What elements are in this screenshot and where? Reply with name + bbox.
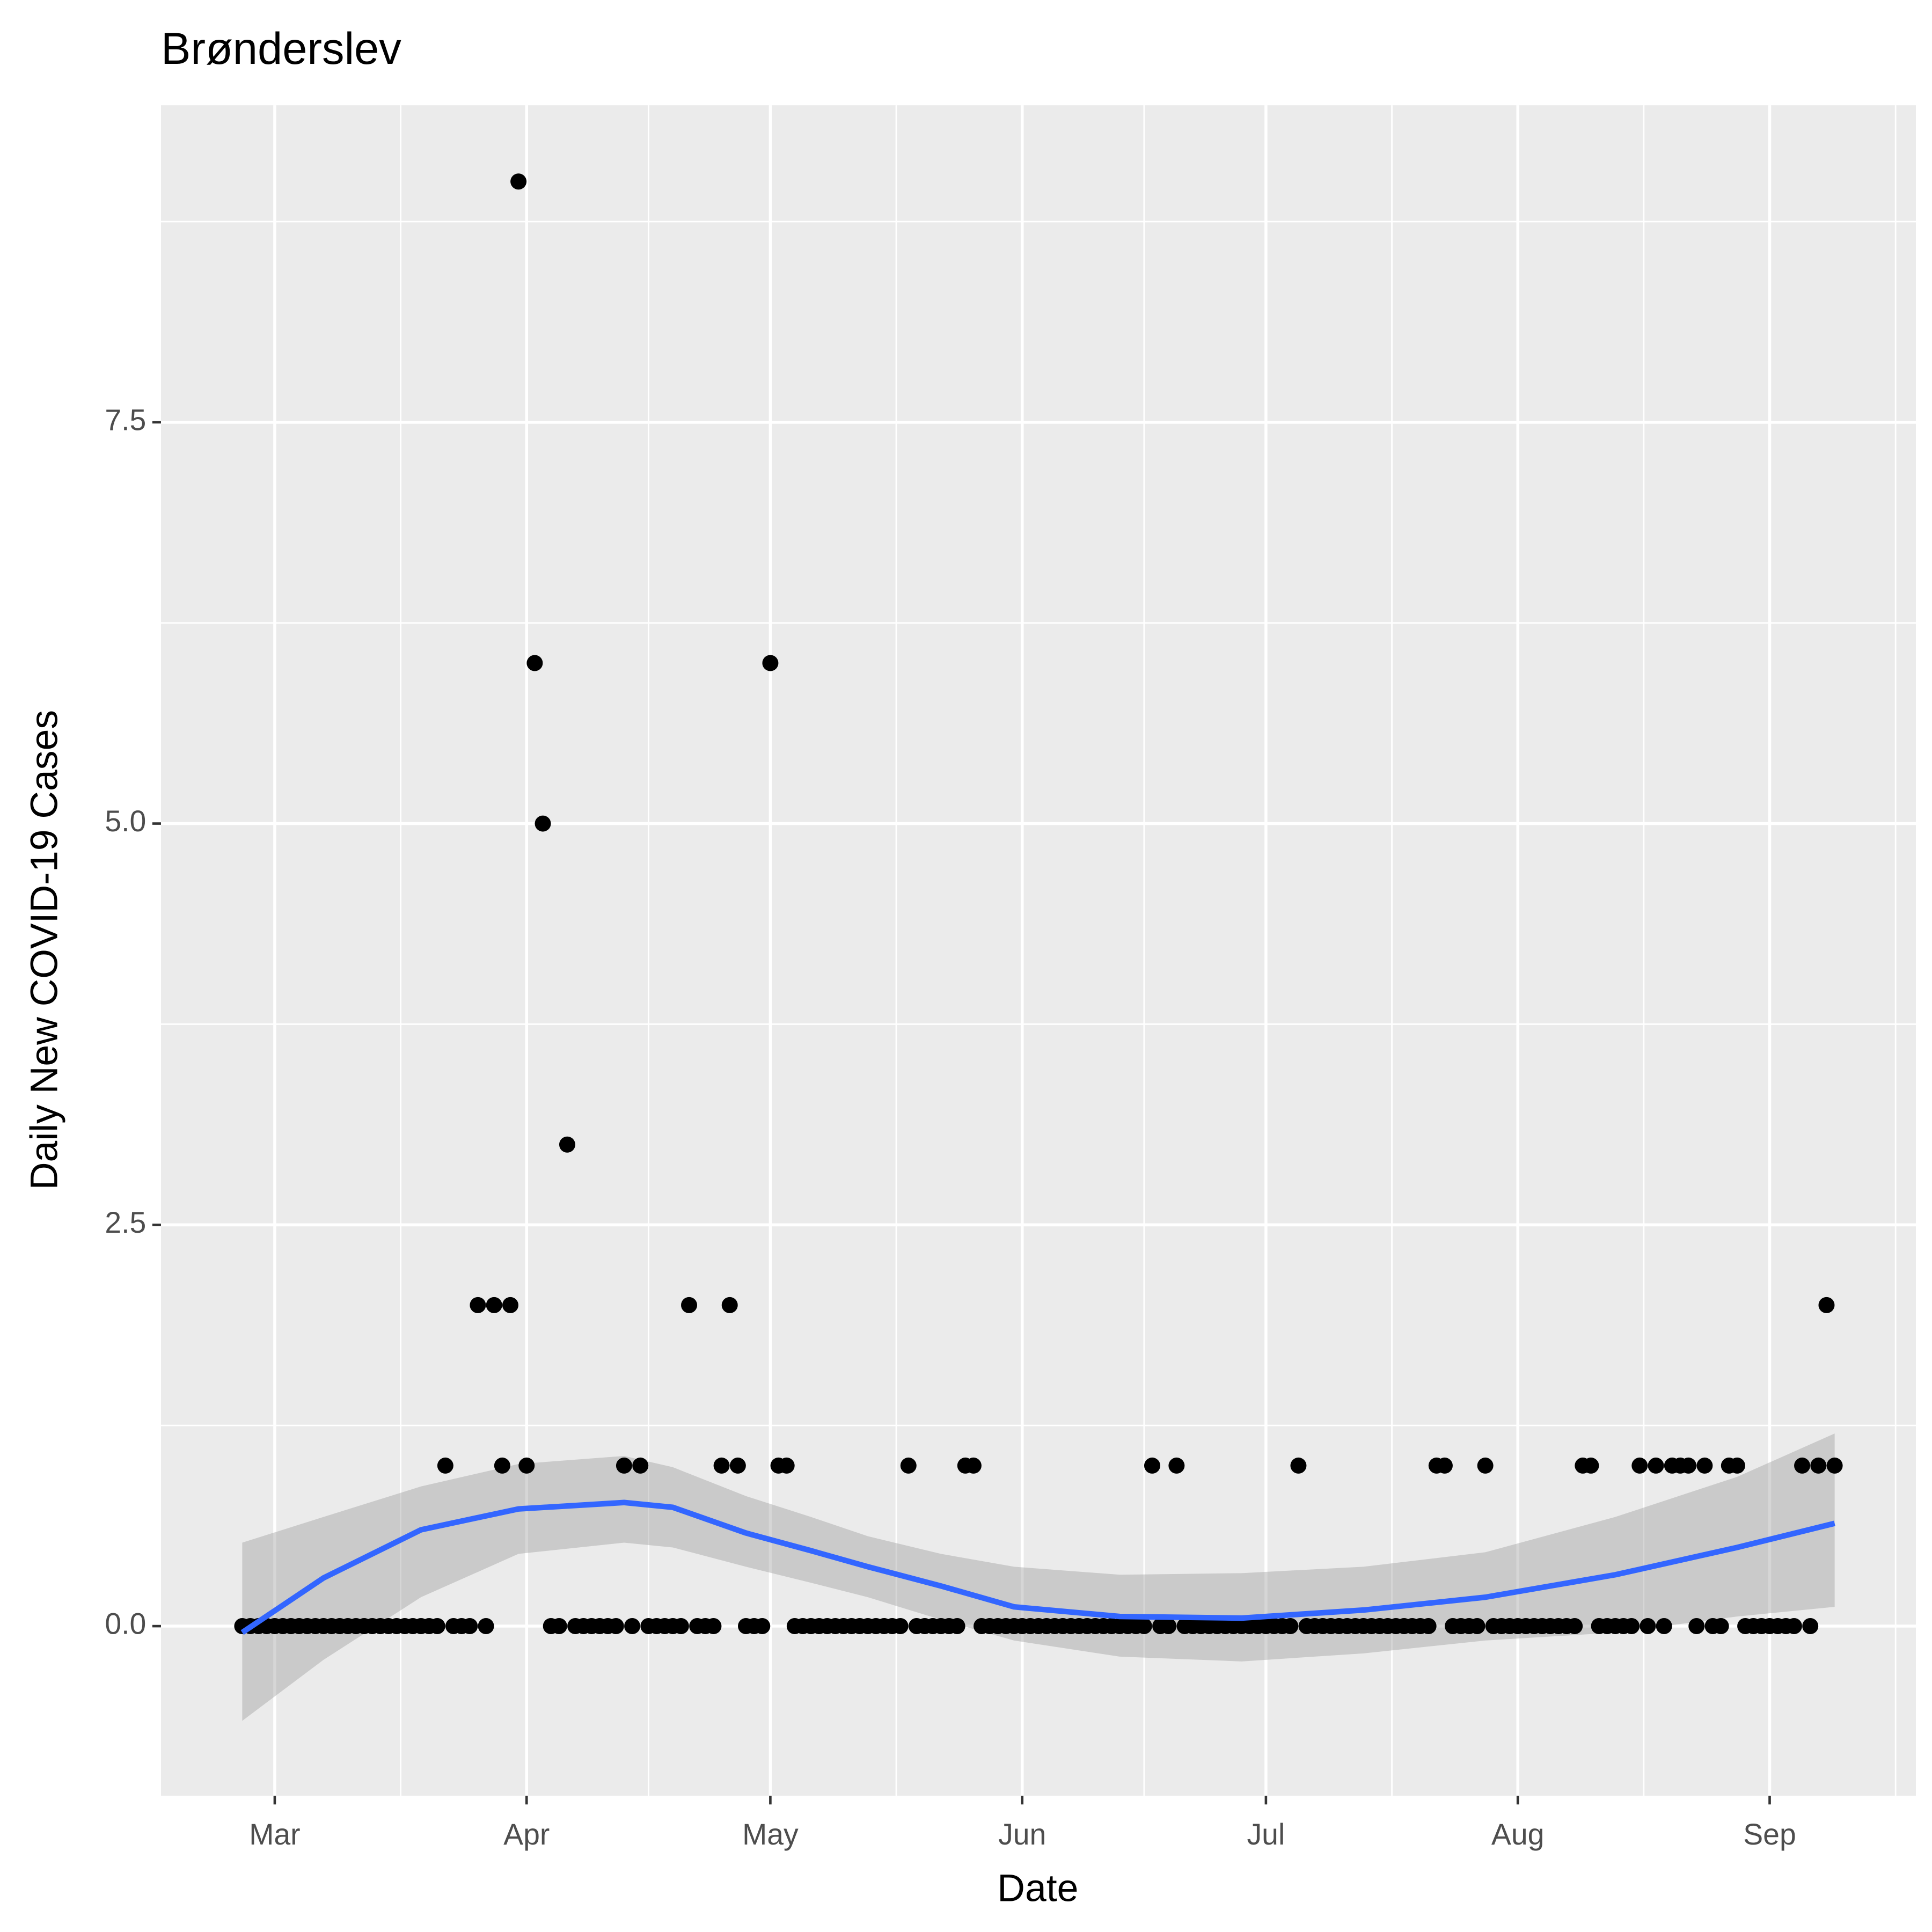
point xyxy=(1469,1618,1485,1635)
point xyxy=(1696,1457,1713,1474)
point xyxy=(510,173,527,190)
point xyxy=(1290,1457,1307,1474)
point xyxy=(900,1457,917,1474)
point xyxy=(616,1457,632,1474)
point xyxy=(559,1136,575,1153)
point xyxy=(518,1457,535,1474)
point xyxy=(478,1618,494,1635)
point xyxy=(965,1457,982,1474)
point xyxy=(762,655,779,671)
point xyxy=(729,1457,746,1474)
point xyxy=(1648,1457,1664,1474)
x-tick-label: May xyxy=(742,1818,799,1851)
point xyxy=(949,1618,965,1635)
chart-title: Brønderslev xyxy=(161,24,401,74)
point xyxy=(486,1297,502,1313)
point xyxy=(681,1297,698,1313)
point xyxy=(462,1618,478,1635)
point xyxy=(721,1297,738,1313)
y-tick-label: 0.0 xyxy=(105,1607,146,1641)
point xyxy=(1583,1457,1599,1474)
point xyxy=(713,1457,730,1474)
y-axis-label: Daily New COVID-19 Cases xyxy=(23,710,66,1190)
x-axis-label: Date xyxy=(997,1867,1078,1910)
point xyxy=(1802,1618,1819,1635)
point xyxy=(1688,1618,1705,1635)
point xyxy=(1656,1618,1672,1635)
point xyxy=(778,1457,795,1474)
point xyxy=(1826,1457,1843,1474)
point xyxy=(1623,1618,1640,1635)
point xyxy=(892,1618,909,1635)
point xyxy=(437,1457,453,1474)
point xyxy=(1420,1618,1437,1635)
point xyxy=(1785,1618,1802,1635)
point xyxy=(1136,1618,1152,1635)
point xyxy=(624,1618,641,1635)
point xyxy=(494,1457,510,1474)
panel xyxy=(161,105,1916,1796)
point xyxy=(1713,1618,1729,1635)
point xyxy=(535,815,551,832)
point xyxy=(672,1618,689,1635)
point xyxy=(1680,1457,1697,1474)
x-tick-label: Sep xyxy=(1743,1818,1796,1851)
x-tick-label: Mar xyxy=(249,1818,300,1851)
x-tick-label: Jul xyxy=(1247,1818,1285,1851)
grid: 0.0 2.5 5.0 7.5 Mar Apr May Jun Jul Aug Sep xyxy=(105,105,1916,1851)
point xyxy=(1144,1457,1160,1474)
point xyxy=(551,1618,567,1635)
point xyxy=(1160,1618,1177,1635)
smooth-line xyxy=(240,1499,1835,1635)
point xyxy=(608,1618,624,1635)
point xyxy=(1477,1457,1494,1474)
y-tick-label: 2.5 xyxy=(105,1206,146,1239)
point xyxy=(1640,1618,1656,1635)
y-tick-label: 5.0 xyxy=(105,804,146,838)
point xyxy=(1729,1457,1745,1474)
marks xyxy=(234,173,1843,1721)
point xyxy=(1818,1297,1835,1313)
point xyxy=(705,1618,722,1635)
y-tick-label: 7.5 xyxy=(105,403,146,436)
point xyxy=(1168,1457,1185,1474)
point xyxy=(470,1297,486,1313)
point xyxy=(429,1618,445,1635)
point xyxy=(526,655,543,671)
point xyxy=(502,1297,518,1313)
point xyxy=(1567,1618,1583,1635)
point xyxy=(754,1618,771,1635)
x-tick-label: Jun xyxy=(998,1818,1046,1851)
point xyxy=(632,1457,649,1474)
x-tick-label: Aug xyxy=(1491,1818,1545,1851)
point xyxy=(1631,1457,1648,1474)
point xyxy=(1810,1457,1827,1474)
x-tick-label: Apr xyxy=(503,1818,550,1851)
point xyxy=(1282,1618,1299,1635)
point xyxy=(1794,1457,1811,1474)
point xyxy=(1436,1457,1453,1474)
